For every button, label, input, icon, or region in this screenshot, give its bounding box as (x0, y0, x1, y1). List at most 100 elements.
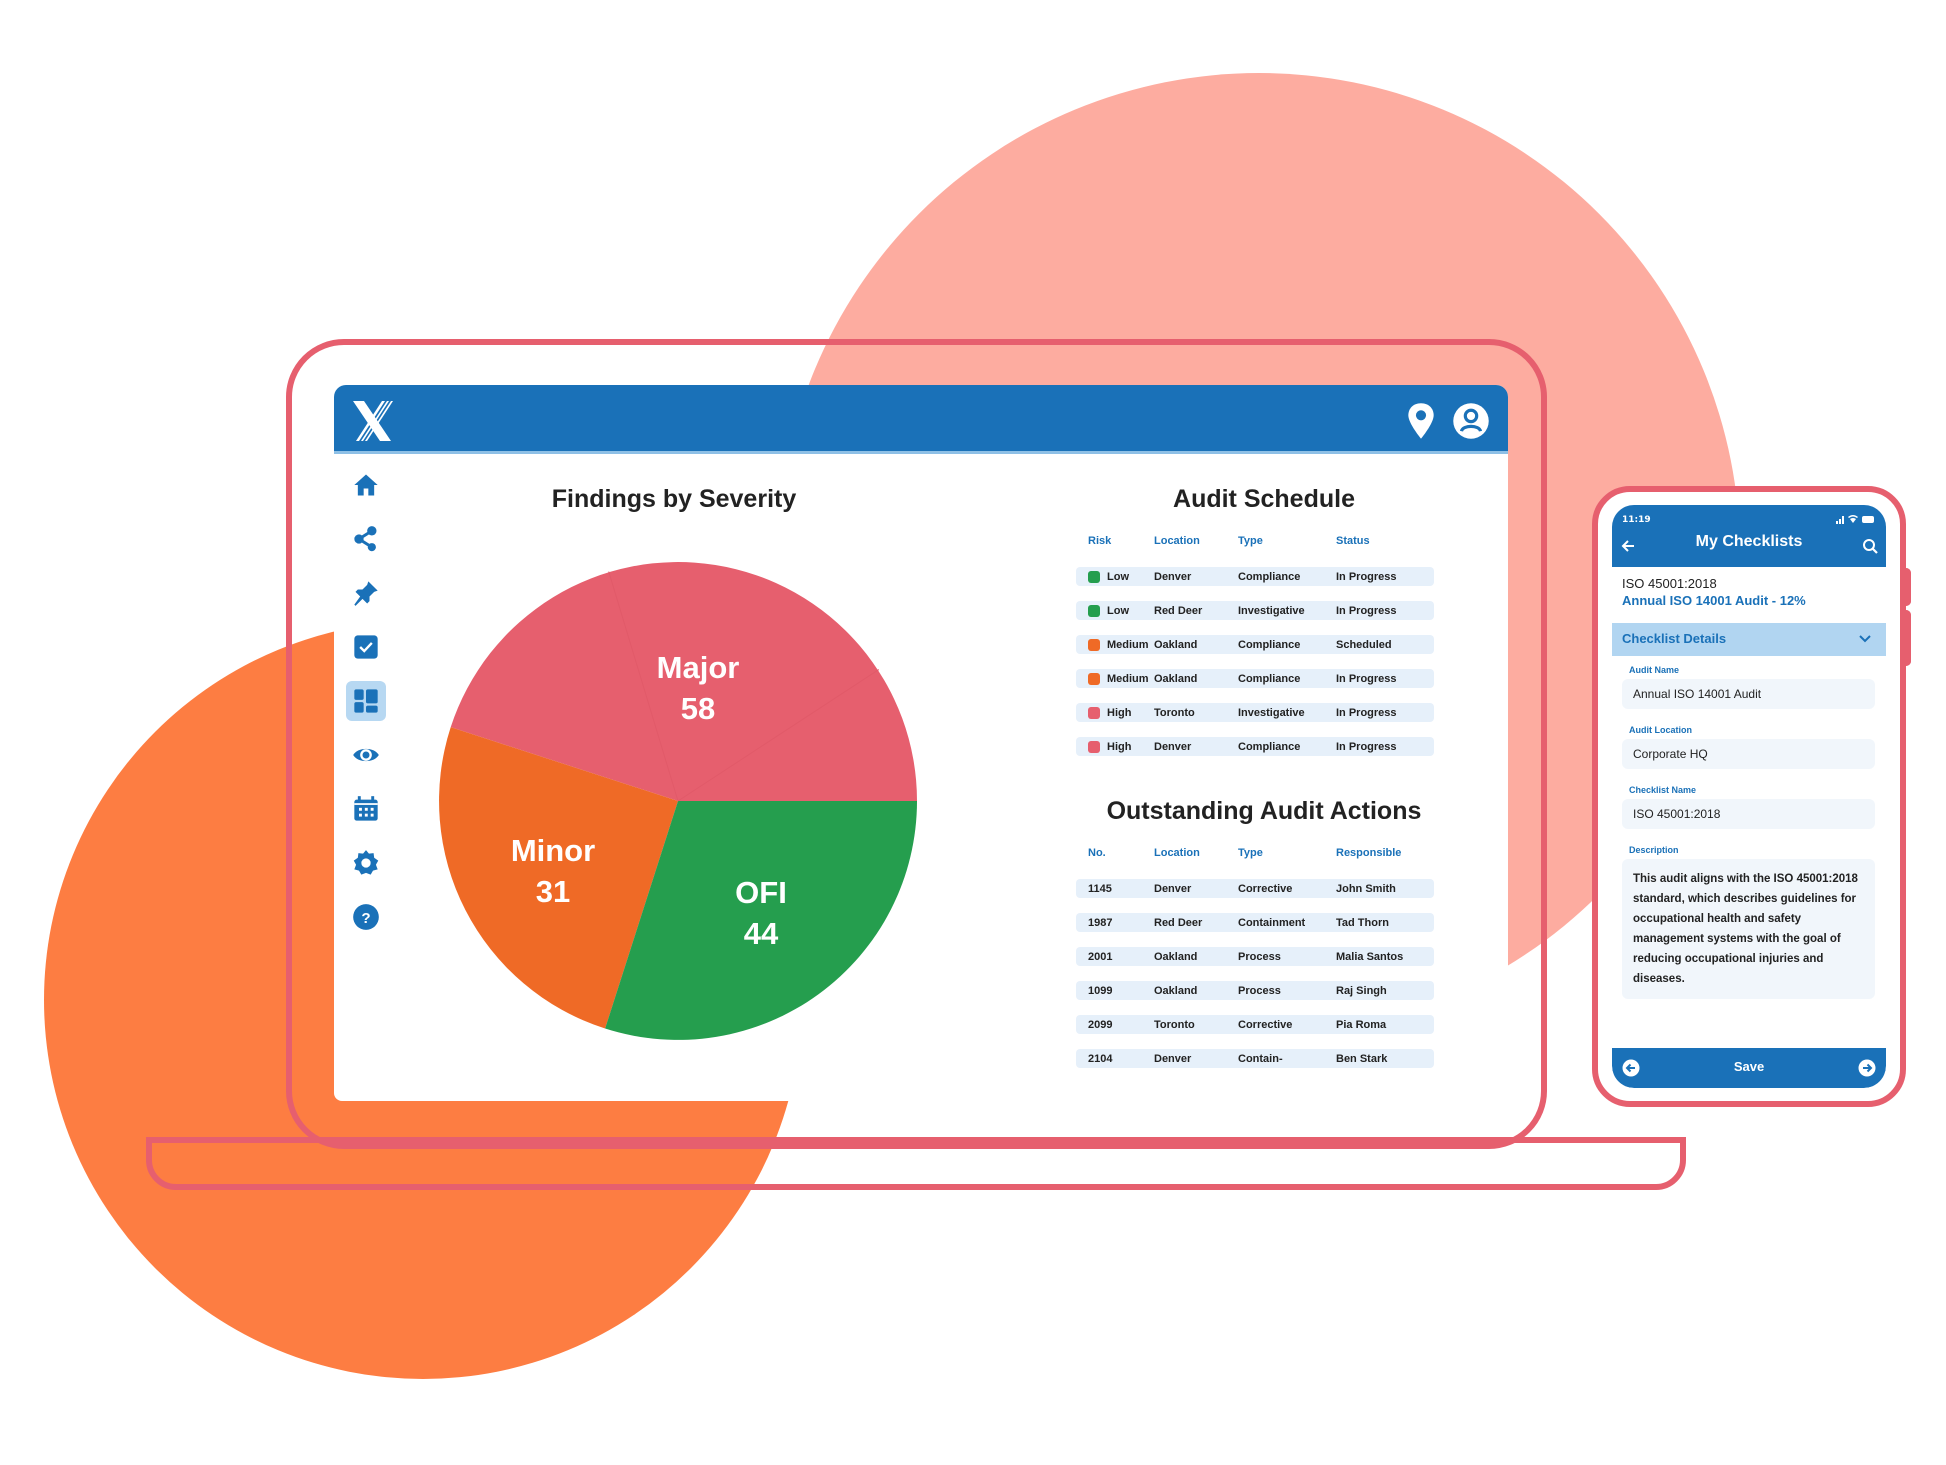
risk-swatch-icon (1088, 706, 1100, 719)
col-no[interactable]: No. (1088, 847, 1106, 859)
checklist-name-field[interactable]: ISO 45001:2018 (1622, 799, 1875, 829)
cell-no: 2001 (1088, 950, 1113, 963)
pie-slice-major[interactable] (450, 562, 917, 801)
sidebar-item-settings[interactable] (346, 843, 386, 883)
sidebar-item-pin[interactable] (346, 573, 386, 613)
col-risk[interactable]: Risk (1088, 535, 1112, 547)
sidebar-item-observations[interactable] (346, 735, 386, 775)
user-account-icon[interactable] (1452, 402, 1490, 440)
cell-location: Oakland (1154, 950, 1198, 963)
battery-icon (1862, 516, 1874, 523)
cell-type: Process (1238, 950, 1281, 963)
app-header (334, 385, 1508, 454)
risk-swatch-icon (1088, 604, 1100, 617)
pie-slice-minor[interactable] (439, 727, 678, 1029)
table-row[interactable]: High Denver Compliance In Progress (1076, 737, 1434, 756)
cell-type: Investigative (1238, 604, 1305, 617)
chevron-down-icon[interactable] (1858, 632, 1872, 646)
col-status[interactable]: Status (1336, 535, 1370, 547)
table-row[interactable]: 1145 Denver Corrective John Smith (1076, 879, 1434, 898)
table-row[interactable]: 2104 Denver Contain- Ben Stark (1076, 1049, 1434, 1068)
sidebar-item-dashboard[interactable] (346, 681, 386, 721)
table-row[interactable]: Medium Oakland Compliance Scheduled (1076, 635, 1434, 654)
checklist-details-accordion[interactable]: Checklist Details (1612, 623, 1886, 656)
slice-name: OFI (735, 875, 787, 910)
cell-risk: Medium (1107, 638, 1149, 651)
cell-type: Compliance (1238, 638, 1301, 651)
save-bar: Save (1612, 1048, 1886, 1088)
cell-type: Compliance (1238, 740, 1301, 753)
cell-location: Toronto (1154, 1018, 1195, 1031)
cell-location: Denver (1154, 570, 1192, 583)
table-row[interactable]: High Toronto Investigative In Progress (1076, 703, 1434, 722)
chart-title: Findings by Severity (551, 485, 797, 513)
audit-name-label: Audit Name (1629, 665, 1680, 675)
next-arrow-icon[interactable] (1858, 1059, 1876, 1077)
cell-risk: Medium (1107, 672, 1149, 685)
audit-name-field[interactable]: Annual ISO 14001 Audit (1622, 679, 1875, 709)
cell-location: Red Deer (1154, 604, 1203, 617)
slice-value: 58 (680, 691, 716, 726)
sidebar-item-calendar[interactable] (346, 789, 386, 829)
cell-status: In Progress (1336, 672, 1397, 685)
col-type[interactable]: Type (1238, 847, 1263, 859)
cell-no: 1099 (1088, 984, 1113, 997)
cell-type: Corrective (1238, 1018, 1293, 1031)
cell-type: Process (1238, 984, 1281, 997)
phone-header: 11:19 My Checklists (1612, 505, 1886, 567)
pie-label-ofi: OFI 44 (681, 872, 841, 954)
sidebar-nav: ? (346, 465, 394, 951)
col-location[interactable]: Location (1154, 847, 1200, 859)
cell-type: Investigative (1238, 706, 1305, 719)
svg-text:?: ? (361, 910, 370, 927)
cell-no: 1987 (1088, 916, 1113, 929)
cell-responsible: Raj Singh (1336, 984, 1387, 997)
table-row[interactable]: Medium Oakland Compliance In Progress (1076, 669, 1434, 688)
cell-responsible: John Smith (1336, 882, 1396, 895)
laptop-base (146, 1137, 1686, 1190)
back-arrow-icon[interactable] (1620, 538, 1636, 554)
cell-location: Red Deer (1154, 916, 1203, 929)
risk-swatch-icon (1088, 672, 1100, 685)
col-type[interactable]: Type (1238, 535, 1263, 547)
x-logo-icon[interactable] (351, 399, 395, 443)
table-row[interactable]: Low Red Deer Investigative In Progress (1076, 601, 1434, 620)
sidebar-item-share[interactable] (346, 519, 386, 559)
col-location[interactable]: Location (1154, 535, 1200, 547)
calendar-icon (354, 796, 378, 821)
help-icon: ? (353, 904, 379, 930)
checklist-subtitle: ISO 45001:2018 (1622, 576, 1717, 591)
cell-status: In Progress (1336, 604, 1397, 617)
pie-slice-ofi[interactable] (605, 801, 917, 1040)
cell-location: Oakland (1154, 638, 1198, 651)
cell-risk: High (1107, 706, 1132, 719)
table-row[interactable]: Low Denver Compliance In Progress (1076, 567, 1434, 586)
audit-location-field[interactable]: Corporate HQ (1622, 739, 1875, 769)
cell-type: Compliance (1238, 672, 1301, 685)
sidebar-item-home[interactable] (346, 465, 386, 505)
previous-arrow-icon[interactable] (1622, 1059, 1640, 1077)
table-row[interactable]: 1099 Oakland Process Raj Singh (1076, 981, 1434, 1000)
audit-schedule-title: Audit Schedule (1173, 485, 1355, 513)
sidebar-item-checklists[interactable] (346, 627, 386, 667)
phone-title: My Checklists (1695, 533, 1803, 550)
cell-status: In Progress (1336, 706, 1397, 719)
table-row[interactable]: 2099 Toronto Corrective Pia Roma (1076, 1015, 1434, 1034)
save-button[interactable]: Save (1733, 1059, 1765, 1074)
status-time: 11:19 (1622, 515, 1651, 525)
table-row[interactable]: 1987 Red Deer Containment Tad Thorn (1076, 913, 1434, 932)
eye-icon (353, 748, 379, 762)
audit-actions-table: No. Location Type Responsible 1145 Denve… (1076, 842, 1434, 1068)
cell-no: 2104 (1088, 1052, 1113, 1065)
search-icon[interactable] (1862, 538, 1878, 554)
table-row[interactable]: 2001 Oakland Process Malia Santos (1076, 947, 1434, 966)
description-field[interactable]: This audit aligns with the ISO 45001:201… (1622, 859, 1875, 999)
audit-progress-link[interactable]: Annual ISO 14001 Audit - 12% (1622, 593, 1806, 608)
col-responsible[interactable]: Responsible (1336, 847, 1402, 859)
findings-pie-chart (439, 562, 917, 1040)
audit-schedule-table: Risk Location Type Status Low Denver Com… (1076, 530, 1434, 756)
share-icon (354, 526, 377, 552)
location-pin-icon[interactable] (1404, 402, 1438, 440)
cell-status: Scheduled (1336, 638, 1392, 651)
sidebar-item-help[interactable]: ? (346, 897, 386, 937)
